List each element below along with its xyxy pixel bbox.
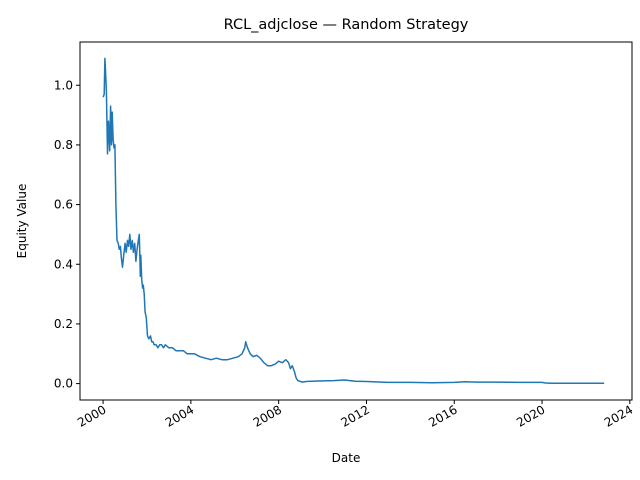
y-tick-label: 0.6 [54, 198, 73, 212]
y-axis-ticks: 0.0 0.2 0.4 0.6 0.8 1.0 [54, 78, 80, 391]
axes-frame [79, 41, 633, 401]
x-axis-ticks: 2000 2004 2008 2012 2016 2020 2024 [75, 400, 635, 430]
x-tick-label: 2020 [514, 402, 547, 429]
x-tick-label: 2008 [251, 402, 284, 429]
y-tick-label: 1.0 [54, 78, 73, 92]
x-tick-label: 2024 [602, 402, 635, 429]
plot-area [79, 41, 633, 401]
y-tick-label: 0.0 [54, 377, 73, 391]
x-tick-label: 2000 [75, 402, 108, 429]
y-axis-label: Equity Value [15, 184, 29, 259]
y-tick-label: 0.4 [54, 257, 73, 271]
chart-title: RCL_adjclose — Random Strategy [224, 17, 469, 33]
x-tick-label: 2012 [339, 402, 372, 429]
equity-series-line [102, 57, 605, 385]
x-tick-label: 2004 [163, 402, 196, 429]
y-tick-label: 0.2 [54, 317, 73, 331]
x-tick-label: 2016 [426, 402, 459, 429]
y-tick-label: 0.8 [54, 138, 73, 152]
x-axis-label: Date [332, 451, 361, 465]
